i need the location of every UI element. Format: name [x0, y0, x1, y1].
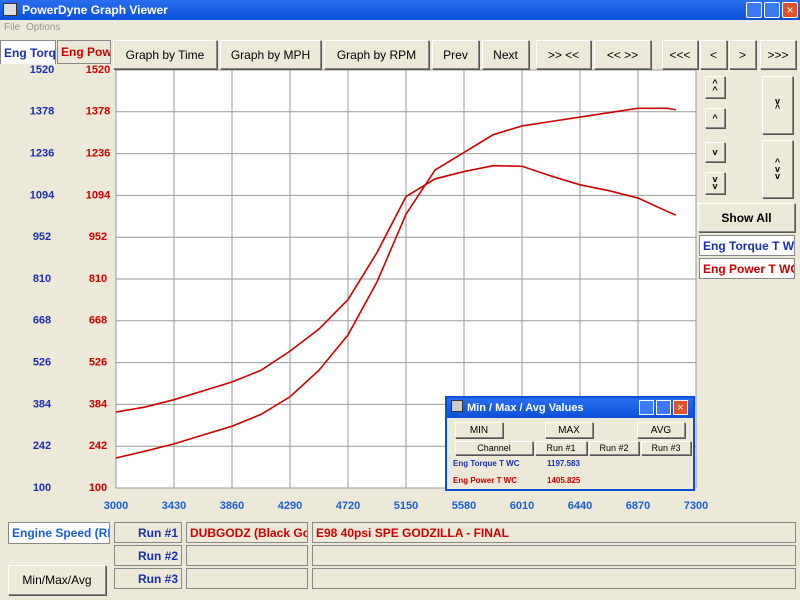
dialog-close[interactable]: × [673, 400, 688, 415]
run-label: Run #3 [114, 568, 182, 589]
toolbar-button[interactable]: << >> [594, 40, 651, 69]
min-max-avg-dialog: Min / Max / Avg Values × MIN MAX AVG Cha… [445, 396, 695, 491]
x-tick-label: 6870 [626, 500, 650, 512]
toolbar-button[interactable]: < [700, 40, 727, 69]
run-car [186, 568, 308, 589]
channel-label[interactable]: Eng Torque T WC [699, 235, 795, 256]
y2-tick-label: 810 [89, 273, 107, 285]
dialog-title-bar: Min / Max / Avg Values × [447, 398, 693, 418]
toolbar-button[interactable]: > [729, 40, 756, 69]
x-tick-label: 5580 [452, 500, 476, 512]
minimize-button[interactable] [746, 2, 762, 18]
menu-bar: File Options [0, 20, 800, 36]
y-tick-label: 1236 [30, 148, 54, 160]
y2-tick-label: 1378 [86, 106, 110, 118]
y2-tick-label: 1520 [86, 64, 110, 76]
y2-tick-label: 384 [89, 398, 108, 410]
y-tick-label: 1094 [30, 189, 55, 201]
x-tick-label: 6010 [510, 500, 534, 512]
toolbar-button[interactable]: >> << [536, 40, 591, 69]
y-tick-label: 100 [33, 482, 51, 494]
row-value: 1197.583 [547, 459, 580, 468]
y2-tick-label: 1236 [86, 148, 110, 160]
column-header: Run #2 [589, 441, 639, 455]
row-channel: Eng Power T WC [453, 476, 517, 485]
y2-tick-label: 952 [89, 231, 107, 243]
toolbar-button[interactable]: Prev [432, 40, 479, 69]
min-button[interactable]: MIN [455, 422, 503, 438]
zoom-out-button[interactable]: ^ v v [762, 140, 793, 198]
maximize-button[interactable] [764, 2, 780, 18]
y2-tick-label: 1094 [86, 189, 111, 201]
dialog-icon [451, 400, 463, 412]
data-line [115, 164, 677, 413]
y-tick-label: 384 [33, 398, 52, 410]
dialog-maximize[interactable] [656, 400, 671, 415]
run-label: Run #1 [114, 522, 182, 543]
toolbar-button[interactable]: Graph by Time [113, 40, 217, 69]
row-value: 1405.825 [547, 476, 581, 485]
dialog-title: Min / Max / Avg Values [467, 402, 584, 414]
x-channel[interactable]: Engine Speed (RI [8, 522, 110, 544]
toolbar-button[interactable]: >>> [760, 40, 796, 69]
y-tick-label: 952 [33, 231, 51, 243]
scroll-down-button[interactable]: v [705, 142, 725, 162]
tab[interactable]: Eng Torq [0, 40, 56, 64]
dialog-minimize[interactable] [639, 400, 654, 415]
zoom-in-button[interactable]: v ^ [762, 76, 793, 134]
column-header: Channel [455, 441, 533, 455]
y-tick-label: 1520 [30, 64, 54, 76]
y2-tick-label: 668 [89, 315, 107, 327]
run-car: DUBGODZ (Black Goo [186, 522, 308, 543]
max-button[interactable]: MAX [545, 422, 593, 438]
tab[interactable]: Eng Powe [57, 40, 111, 64]
toolbar-button[interactable]: Next [482, 40, 529, 69]
scroll-up-button[interactable]: ^ [705, 108, 725, 128]
scroll-up-fast-button[interactable]: ^ ^ [705, 76, 725, 98]
x-tick-label: 4720 [336, 500, 360, 512]
run-label: Run #2 [114, 545, 182, 566]
y2-tick-label: 242 [89, 440, 107, 452]
column-header: Run #1 [535, 441, 587, 455]
x-tick-label: 6440 [568, 500, 592, 512]
x-tick-label: 5150 [394, 500, 418, 512]
y-tick-label: 668 [33, 315, 51, 327]
channel-label[interactable]: Eng Power T WC [699, 258, 795, 279]
y-tick-label: 526 [33, 357, 51, 369]
close-button[interactable]: × [782, 2, 798, 18]
run-description [312, 545, 796, 566]
min-max-avg-button[interactable]: Min/Max/Avg [8, 565, 106, 595]
toolbar-button[interactable]: Graph by MPH [220, 40, 321, 69]
run-description: E98 40psi SPE GODZILLA - FINAL [312, 522, 796, 543]
avg-button[interactable]: AVG [637, 422, 685, 438]
y-tick-label: 1378 [30, 106, 54, 118]
x-tick-label: 3430 [162, 500, 186, 512]
row-channel: Eng Torque T WC [453, 459, 520, 468]
x-tick-label: 4290 [278, 500, 302, 512]
run-car [186, 545, 308, 566]
y-tick-label: 810 [33, 273, 51, 285]
data-line [115, 107, 676, 459]
toolbar-button[interactable]: <<< [662, 40, 698, 69]
app-icon [3, 3, 17, 16]
title-bar: PowerDyne Graph Viewer × [0, 0, 800, 20]
x-tick-label: 3860 [220, 500, 244, 512]
column-header: Run #3 [641, 441, 691, 455]
y-tick-label: 242 [33, 440, 51, 452]
menu-item[interactable]: Options [26, 22, 61, 33]
y2-tick-label: 100 [89, 482, 107, 494]
menu-item[interactable]: File [4, 22, 21, 33]
run-description [312, 568, 796, 589]
x-tick-label: 3000 [104, 500, 128, 512]
toolbar-button[interactable]: Graph by RPM [324, 40, 429, 69]
window-title: PowerDyne Graph Viewer [22, 3, 168, 17]
show-all-button[interactable]: Show All [698, 203, 795, 232]
y2-tick-label: 526 [89, 357, 107, 369]
x-tick-label: 7300 [684, 500, 708, 512]
